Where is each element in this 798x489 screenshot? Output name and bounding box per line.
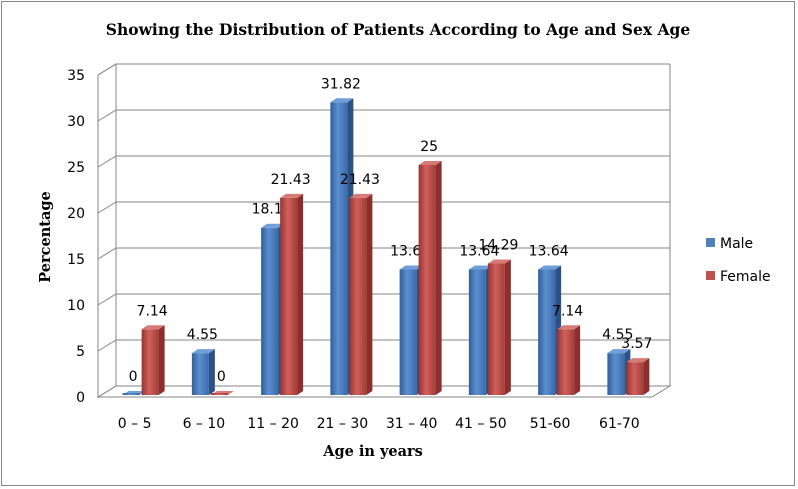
data-label: 13.64 bbox=[529, 244, 569, 260]
chart-side-wall bbox=[97, 63, 117, 398]
x-tick-label: 41 – 50 bbox=[455, 416, 507, 432]
y-tick-label: 30 bbox=[67, 114, 85, 130]
data-label: 7.14 bbox=[137, 303, 168, 319]
legend-swatch bbox=[706, 271, 715, 280]
gridline bbox=[97, 339, 670, 352]
x-axis-title: Age in years bbox=[322, 443, 423, 460]
x-tick-label: 21 – 30 bbox=[317, 416, 369, 432]
legend-label: Male bbox=[720, 236, 753, 252]
x-tick-label: 31 – 40 bbox=[386, 416, 438, 432]
data-label: 21.43 bbox=[271, 172, 311, 188]
y-tick-label: 25 bbox=[67, 160, 85, 176]
gridline bbox=[97, 247, 670, 260]
bar-male bbox=[191, 349, 215, 395]
gridline bbox=[97, 201, 670, 214]
gridline bbox=[97, 109, 670, 122]
gridline bbox=[97, 63, 670, 76]
chart-title: Showing the Distribution of Patients Acc… bbox=[106, 20, 691, 39]
y-tick-label: 10 bbox=[67, 298, 85, 314]
y-tick-label: 35 bbox=[67, 68, 85, 84]
bar-female bbox=[487, 259, 511, 395]
x-tick-label: 51-60 bbox=[530, 416, 571, 432]
data-label: 4.55 bbox=[602, 327, 633, 343]
bar-female bbox=[349, 193, 373, 395]
y-tick-label: 0 bbox=[76, 390, 85, 406]
data-label: 31.82 bbox=[321, 76, 361, 92]
chart-floor bbox=[96, 385, 672, 398]
data-label: 14.29 bbox=[478, 238, 518, 254]
y-tick-label: 20 bbox=[67, 206, 85, 222]
bar-female bbox=[418, 161, 442, 395]
x-tick-label: 0 – 5 bbox=[118, 416, 152, 432]
x-tick-label: 61-70 bbox=[599, 416, 640, 432]
data-label: 4.55 bbox=[187, 327, 218, 343]
legend: Male Female bbox=[706, 236, 771, 285]
bar-male bbox=[122, 391, 146, 395]
x-tick-label: 11 – 20 bbox=[247, 416, 299, 432]
x-tick-label: 6 – 10 bbox=[183, 416, 226, 432]
gridline bbox=[97, 155, 670, 168]
data-label: 13.64 bbox=[459, 244, 499, 260]
gridline bbox=[97, 293, 670, 306]
bar-female bbox=[557, 325, 581, 395]
data-label: 7.14 bbox=[552, 303, 583, 319]
bar-female bbox=[141, 325, 165, 395]
y-tick-label: 5 bbox=[76, 344, 85, 360]
data-label: 0 bbox=[129, 369, 138, 385]
y-axis-title: Percentage bbox=[37, 191, 54, 282]
y-tick-label: 15 bbox=[67, 252, 85, 268]
data-label: 21.43 bbox=[340, 172, 380, 188]
legend-swatch bbox=[706, 238, 715, 247]
data-label: 25 bbox=[420, 139, 438, 155]
legend-label: Female bbox=[720, 269, 771, 285]
data-label: 0 bbox=[217, 369, 226, 385]
bar-female bbox=[210, 391, 234, 395]
bar-female bbox=[626, 358, 650, 395]
data-label: 3.57 bbox=[621, 336, 652, 352]
bar-female bbox=[280, 193, 304, 395]
